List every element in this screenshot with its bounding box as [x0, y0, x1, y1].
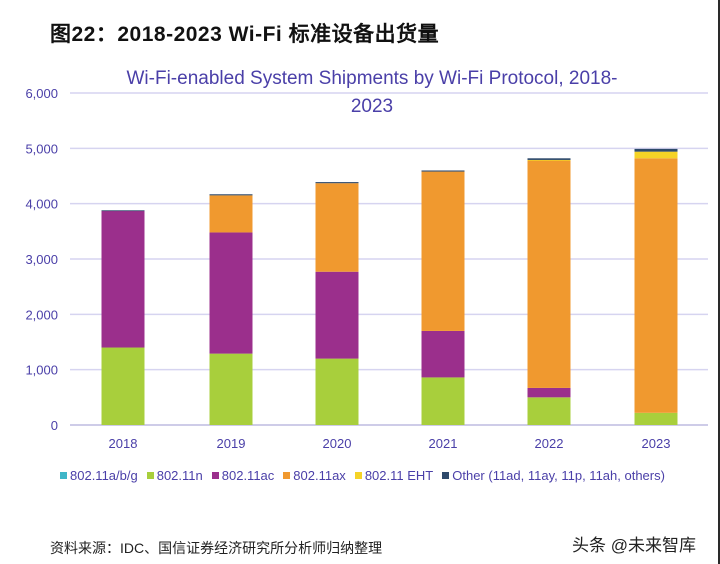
- bar-segment: [209, 195, 253, 233]
- legend: 802.11a/b/g 802.11n 802.11ac 802.11ax 802.11…: [60, 468, 665, 483]
- bar-segment: [527, 159, 571, 161]
- x-tick-label: 2021: [429, 436, 458, 451]
- y-tick-label: 2,000: [25, 307, 58, 322]
- x-tick-label: 2023: [642, 436, 671, 451]
- figure-title: 图22：2018-2023 Wi-Fi 标准设备出货量: [50, 23, 440, 46]
- x-tick-label: 2018: [109, 436, 138, 451]
- bar-segment: [315, 183, 359, 272]
- legend-item: 802.11ax: [283, 468, 346, 483]
- bar-segment: [634, 158, 678, 413]
- bar-segment: [634, 148, 678, 152]
- bar-segment: [421, 377, 465, 425]
- x-tick-label: 2020: [323, 436, 352, 451]
- bar-segment: [421, 170, 465, 172]
- legend-swatch: [211, 472, 219, 479]
- legend-label: 802.11n: [156, 468, 203, 483]
- y-tick-label: 5,000: [25, 141, 58, 156]
- x-tick-label: 2019: [217, 436, 246, 451]
- page-edge: [718, 0, 720, 564]
- bar-segment: [101, 210, 145, 212]
- legend-swatch: [354, 472, 362, 479]
- legend-item: Other (11ad, 11ay, 11p, 11ah, others): [442, 468, 665, 483]
- stacked-bar-chart: Wi-Fi-enabled System Shipments by Wi-Fi …: [25, 68, 708, 451]
- bar-segment: [527, 158, 571, 160]
- chart-title-line2: 2023: [351, 96, 393, 117]
- legend-label: Other (11ad, 11ay, 11p, 11ah, others): [452, 468, 665, 483]
- legend-swatch: [60, 472, 67, 479]
- bar-segment: [315, 182, 359, 184]
- legend-label: 802.11ac: [221, 468, 275, 483]
- bar-segment: [527, 160, 571, 388]
- legend-label: 802.11a/b/g: [70, 468, 138, 483]
- y-tick-label: 0: [51, 418, 58, 433]
- bar-segment: [527, 397, 571, 425]
- bar-segment: [315, 271, 359, 359]
- bar-segment: [209, 353, 253, 425]
- legend-label: 802.11ax: [293, 468, 346, 483]
- legend-swatch: [283, 472, 291, 479]
- legend-item: 802.11a/b/g: [60, 468, 138, 483]
- bar-segment: [634, 412, 678, 425]
- legend-label: 802.11 EHT: [364, 468, 434, 483]
- bar-segment: [101, 347, 145, 425]
- bar-segment: [634, 151, 678, 159]
- watermark: 头条 @未来智库: [572, 536, 696, 555]
- chart-title-line1: Wi-Fi-enabled System Shipments by Wi-Fi …: [127, 68, 618, 89]
- bar-segment: [421, 171, 465, 331]
- x-tick-label: 2022: [535, 436, 564, 451]
- legend-item: 802.11n: [146, 468, 203, 483]
- legend-item: 802.11ac: [211, 468, 275, 483]
- y-tick-label: 4,000: [25, 197, 58, 212]
- bar-segment: [209, 194, 253, 196]
- legend-swatch: [146, 472, 154, 479]
- bar-segment: [527, 387, 571, 398]
- bar-segment: [209, 232, 253, 354]
- bar-segment: [101, 210, 145, 348]
- y-tick-label: 1,000: [25, 363, 58, 378]
- bar-segment: [421, 330, 465, 378]
- legend-swatch: [442, 472, 450, 479]
- legend-item: 802.11 EHT: [354, 468, 434, 483]
- source-note: 资料来源：IDC、国信证券经济研究所分析师归纳整理: [50, 540, 383, 556]
- bar-segment: [315, 358, 359, 425]
- y-tick-label: 6,000: [25, 86, 58, 101]
- y-tick-label: 3,000: [25, 252, 58, 267]
